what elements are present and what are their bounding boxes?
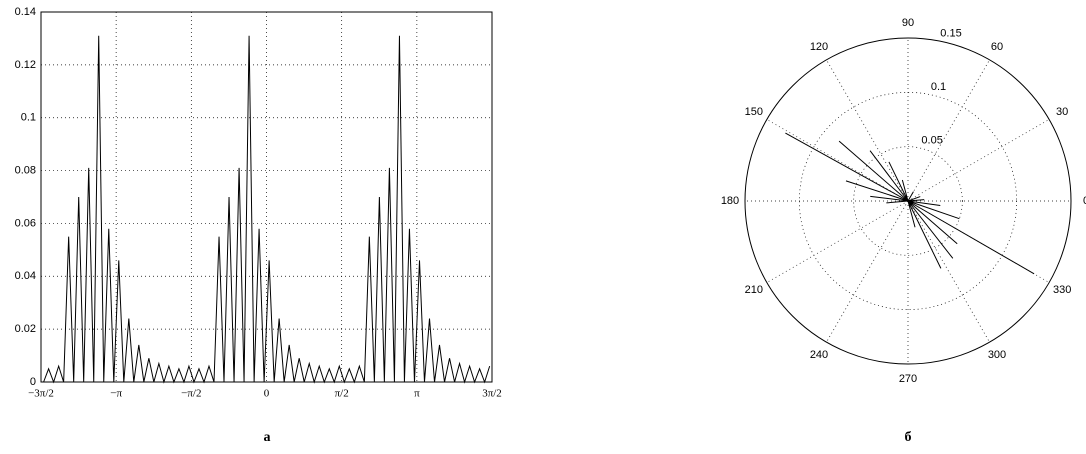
theta-tick-label: 300 [988, 349, 1006, 361]
grid-spoke [907, 200, 990, 343]
theta-tick-label: 90 [902, 17, 914, 29]
grid-spoke [826, 59, 909, 202]
r-tick-label: 0.1 [931, 81, 946, 93]
theta-tick-label: 180 [721, 195, 739, 207]
grid-circle [853, 146, 963, 256]
theta-tick-label: 150 [745, 106, 763, 118]
r-tick-label: 0.15 [940, 27, 961, 39]
y-tick-label: 0.12 [15, 59, 36, 71]
plot-frame [40, 11, 493, 383]
theta-tick-label: 330 [1053, 284, 1071, 296]
x-tick-label: π [414, 388, 420, 400]
y-tick-label: 0.02 [15, 323, 36, 335]
grid-spoke [826, 200, 909, 343]
x-tick-label: 3π/2 [482, 388, 502, 400]
theta-tick-label: 120 [810, 41, 828, 53]
grid-spoke [766, 200, 909, 283]
x-tick-label: −3π/2 [28, 388, 54, 400]
y-tick-label: 0.08 [15, 164, 36, 176]
polar-frame [744, 37, 1072, 365]
caption: а [264, 430, 271, 445]
r-tick-label: 0.05 [921, 134, 942, 146]
x-tick-label: −π [110, 388, 122, 400]
caption: б [905, 430, 912, 445]
theta-tick-label: 270 [899, 373, 917, 385]
x-tick-label: −π/2 [181, 388, 201, 400]
data-line [43, 35, 491, 384]
grid-spoke [907, 119, 1050, 202]
grid-spoke [907, 59, 990, 202]
data-line [785, 132, 1035, 275]
y-tick-label: 0.06 [15, 217, 36, 229]
theta-tick-label: 0 [1083, 195, 1086, 207]
x-tick-label: 0 [264, 388, 270, 400]
y-tick-label: 0 [30, 376, 36, 388]
theta-tick-label: 210 [745, 284, 763, 296]
theta-tick-label: 30 [1056, 106, 1068, 118]
theta-tick-label: 60 [991, 41, 1003, 53]
y-tick-label: 0.14 [15, 6, 36, 18]
y-tick-label: 0.04 [15, 270, 36, 282]
y-tick-label: 0.1 [21, 112, 36, 124]
x-tick-label: π/2 [335, 388, 349, 400]
theta-tick-label: 240 [810, 349, 828, 361]
